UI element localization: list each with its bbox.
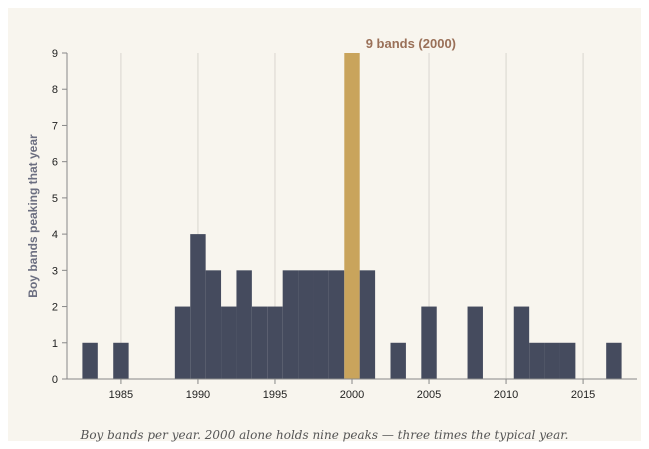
bar [298,270,314,379]
bars [82,53,622,379]
y-tick-label: 6 [52,157,58,169]
x-tick-labels: 1985 1990 1995 2000 2005 2010 2015 [109,389,596,401]
bar [174,306,191,379]
y-tick-label: 9 [52,48,58,60]
bar [251,306,268,379]
bar [113,342,129,379]
x-tick-label: 1990 [186,389,210,401]
x-tick-label: 1995 [263,389,287,401]
y-tick-label: 8 [52,84,58,96]
y-tick-label: 4 [52,229,58,241]
chart-caption: Boy bands per year. 2000 alone holds nin… [80,428,569,442]
bar [313,270,329,379]
x-tick-label: 2005 [417,389,441,401]
y-tick-label: 7 [52,120,58,132]
y-tick-label: 5 [52,193,58,205]
bar [236,270,252,379]
bar [359,270,376,379]
y-tick-label: 0 [52,374,58,386]
bar [513,306,530,379]
y-axis-label: Boy bands peaking that year [26,134,40,298]
y-tick-label: 3 [52,265,58,277]
y-tick-label: 1 [52,338,58,350]
x-tick-label: 2000 [340,389,364,401]
bar [390,342,406,379]
bar [544,342,560,379]
axes [62,52,637,384]
x-tick-label: 2015 [571,389,595,401]
bar [328,270,345,379]
peak-annotation: 9 bands (2000) [366,36,456,51]
bar [606,342,622,379]
y-tick-labels: 0 1 2 3 4 5 6 7 8 9 [52,48,58,386]
y-tick-label: 2 [52,302,58,314]
bar [529,342,545,379]
bar [221,306,237,379]
bar [559,342,576,379]
bar [82,342,98,379]
bar [467,306,483,379]
bar [421,306,437,379]
x-tick-label: 1985 [109,389,133,401]
highlight-bar [344,53,360,379]
bar [205,270,222,379]
bar [267,306,283,379]
x-tick-label: 2010 [494,389,518,401]
bar [190,234,206,379]
bar [282,270,299,379]
